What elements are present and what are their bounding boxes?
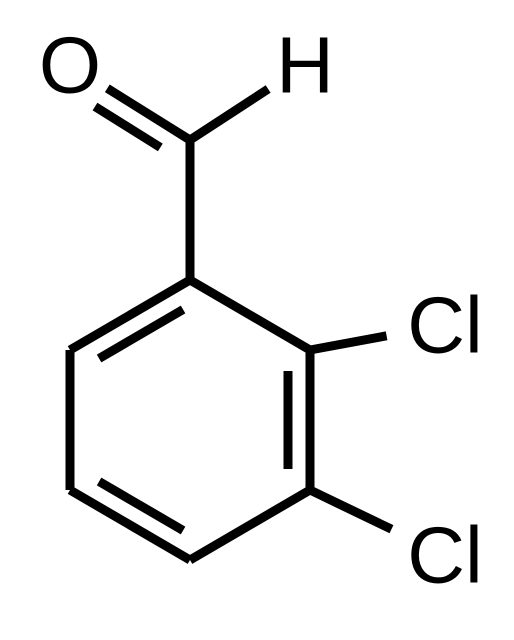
bond — [310, 336, 387, 350]
atom-label-cl: Cl — [407, 281, 483, 370]
atom-label-h: H — [276, 21, 334, 110]
bond — [190, 89, 268, 140]
atom-label-cl: Cl — [407, 511, 483, 600]
atom-label-o: O — [39, 21, 101, 110]
bond — [99, 481, 183, 530]
bond — [107, 88, 190, 140]
bond — [99, 310, 183, 359]
bond — [310, 490, 391, 529]
bond — [190, 280, 310, 350]
bond — [190, 490, 310, 560]
molecule-diagram: O H Cl Cl — [0, 0, 514, 640]
